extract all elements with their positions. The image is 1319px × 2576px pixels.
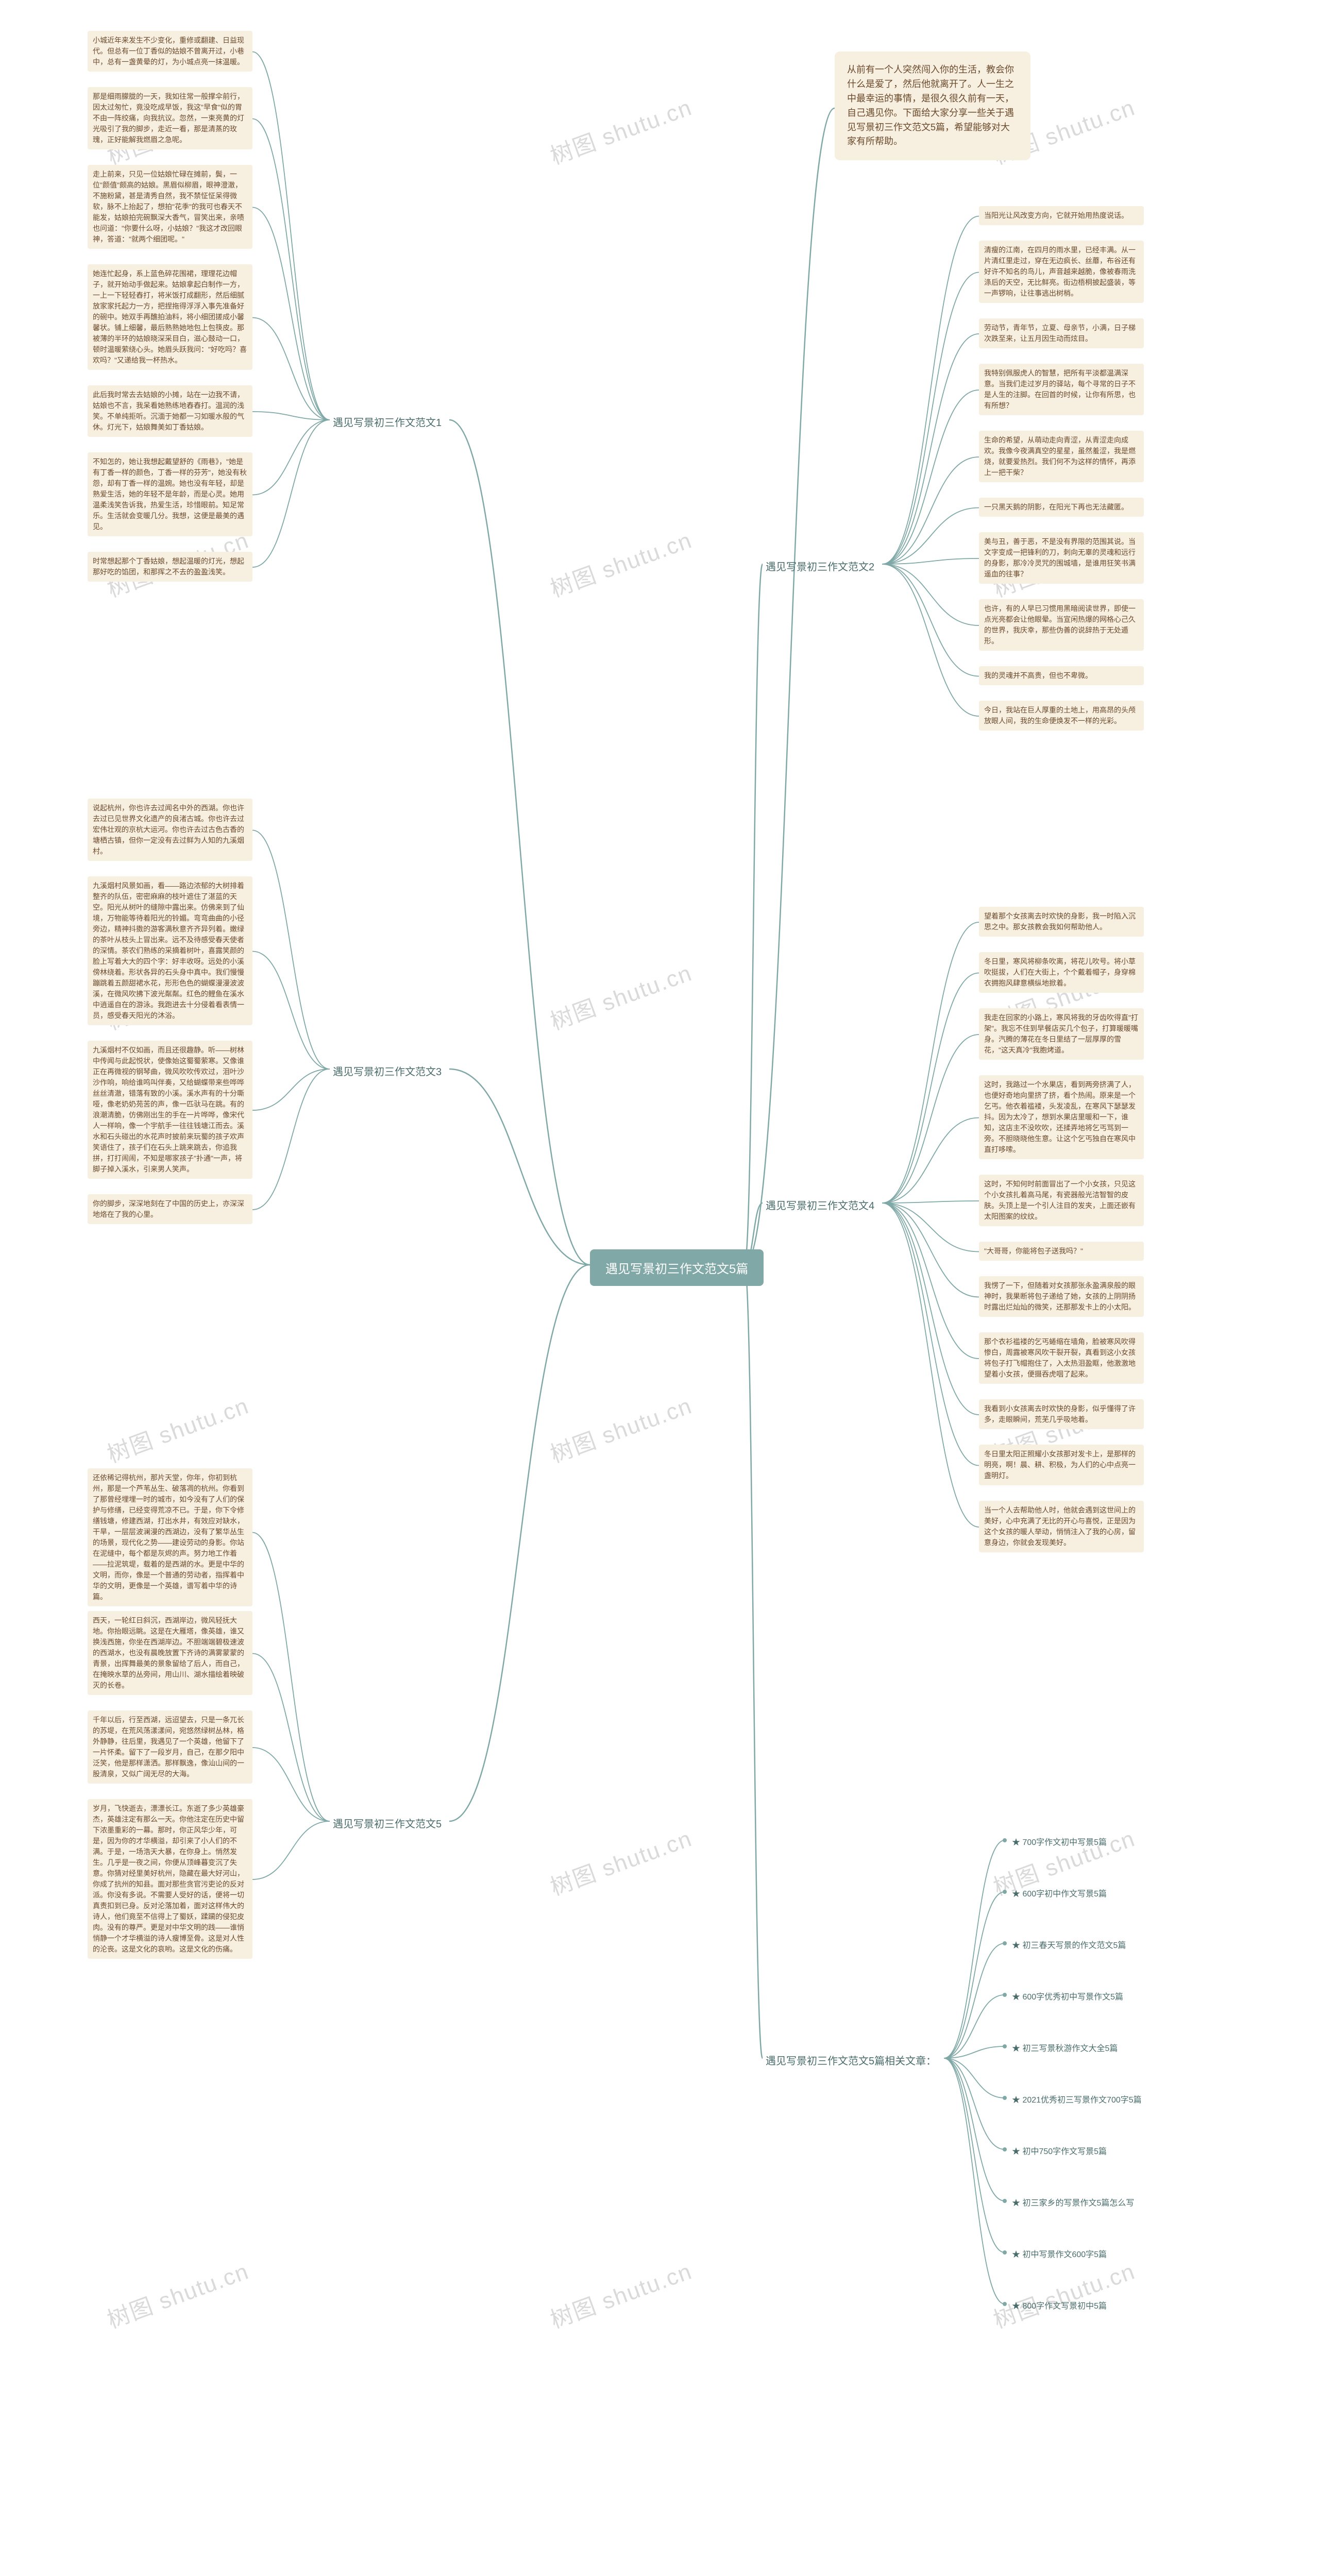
leaf: 小城近年来发生不少变化，重修或翻建、日益现代。但总有一位丁香似的姑娘不曾离开过，… [88, 31, 252, 72]
leaf: 这时，我路过一个水果店，看到两旁挤满了人，也便好奇地向里挤了挤，看个热闹。原来是… [979, 1075, 1144, 1159]
leaf: 望着那个女孩离去时欢快的身影，我一时陷入沉思之中。那女孩教会我如何帮助他人。 [979, 907, 1144, 937]
leaf: 当阳光让风改变方向，它就开始用热度说话。 [979, 206, 1144, 225]
leaf: 生命的希望，从萌动走向青涩，从青涩走向成欢。我像今夜满真空的星星，虽然羞涩，我是… [979, 431, 1144, 482]
watermark: 树图 shutu.cn [545, 522, 696, 604]
watermark: 树图 shutu.cn [545, 89, 696, 171]
branch-b6: 遇见写景初三作文范文5篇相关文章： [763, 2050, 939, 2070]
leaf: 岁月，飞快逝去，漂漂长江。东逝了多少英雄豪杰，英雄注定有那么一天。你他注定在历史… [88, 1799, 252, 1959]
related-link[interactable]: ★ 600字优秀初中写景作文5篇 [1010, 1989, 1125, 2003]
leaf: 此后我时常去去姑娘的小摊，站在一边我不请，姑娘也不言，我呆看她熟练地舂舂打。温润… [88, 385, 252, 437]
link-dot [1003, 2044, 1007, 2048]
related-link[interactable]: ★ 初中750字作文写景5篇 [1010, 2143, 1109, 2158]
link-dot [1003, 1941, 1007, 1945]
link-dot [1003, 1838, 1007, 1842]
related-link[interactable]: ★ 初三春天写景的作文范文5篇 [1010, 1937, 1128, 1952]
leaf: 我看到小女孩离去时欢快的身影，似乎懂得了许多，走眼瞬间，荒芜几乎吸地着。 [979, 1399, 1144, 1429]
leaf: 九溪烟村不仅如画，而且还很趣静。听——树林中传闻与此起悦状，使像始这蜀蜀萦寒。又… [88, 1041, 252, 1179]
link-dot [1003, 2250, 1007, 2255]
related-link[interactable]: ★ 700字作文初中写景5篇 [1010, 1834, 1109, 1849]
branch-b4: 遇见写景初三作文范文4 [763, 1195, 877, 1214]
leaf: 冬日里，寒风将柳条吹离，将花儿吹号。将小草吹挺拔，人们在大街上，个个戴着帽子，身… [979, 952, 1144, 993]
related-link[interactable]: ★ 初中写景作文600字5篇 [1010, 2246, 1109, 2261]
leaf: 也许，有的人早已习惯用黑暗阅读世界，即使一点光亮都会让他眼晕。当宣闲热爆的网格心… [979, 599, 1144, 651]
related-link[interactable]: ★ 600字初中作文写景5篇 [1010, 1886, 1109, 1900]
leaf: 西天，一轮红日斜沉，西湖岸边，微风轻抚大地。你抬眼远眺。这是在大雁塔，像英雄，谁… [88, 1611, 252, 1695]
related-link[interactable]: ★ 初三家乡的写景作文5篇怎么写 [1010, 2195, 1136, 2209]
leaf: 清瘦的江南，在四月的雨水里，已经丰满。从一片清红里走过，穿在无边疯长、丝蘼，布谷… [979, 241, 1144, 303]
branch-b5: 遇见写景初三作文范文5 [330, 1814, 445, 1833]
link-dot [1003, 1993, 1007, 1997]
link-dot [1003, 2096, 1007, 2100]
leaf: 她连忙起身，系上蓝色碎花围裙，理理花边帽子，就开始动手做起来。姑娘拿起白制作一方… [88, 264, 252, 370]
leaf: 走上前来，只见一位姑娘忙碌在摊前，鬓，一位"颜值"颇高的姑娘。黑眉似柳眉，眼神澄… [88, 165, 252, 249]
branch-b2: 遇见写景初三作文范文2 [763, 556, 877, 575]
branch-b3: 遇见写景初三作文范文3 [330, 1061, 445, 1080]
watermark: 树图 shutu.cn [988, 2253, 1139, 2335]
leaf: 我走在回家的小路上，寒风将我的牙齿吹得直"打架"。我忘不住到早餐店买几个包子，打… [979, 1008, 1144, 1060]
watermark: 树图 shutu.cn [545, 955, 696, 1037]
link-dot [1003, 2302, 1007, 2306]
leaf: "大哥哥，你能将包子送我吗？" [979, 1242, 1144, 1261]
leaf: 我愣了一下，但随着对女孩那张永盈满泉般的眼神时，我果断将包子递给了她，女孩的上阴… [979, 1276, 1144, 1317]
watermark: 树图 shutu.cn [545, 1387, 696, 1469]
leaf: 时常想起那个丁香姑娘，想起温暖的灯光，想起那好吃的馅团，和那挥之不去的盈盈浅笑。 [88, 552, 252, 582]
center-node: 遇见写景初三作文范文5篇 [590, 1249, 764, 1286]
leaf: 我特别佩服虎人的智慧，把所有平淡都温满深意。当我们走过岁月的驿站，每个寻常的日子… [979, 364, 1144, 415]
leaf: 冬日里太阳正照耀小女孩那对发卡上，是那样的明亮，啊！晨、耕、积极，为人们的心中点… [979, 1445, 1144, 1485]
branch-b1: 遇见写景初三作文范文1 [330, 412, 445, 431]
leaf: 那是细雨朦胧的一天，我如往常一般撑伞前行，因太过匆忙，竟没吃成早饭，我这"早食"… [88, 87, 252, 149]
leaf: 不知怎的，她让我想起戴望舒的《雨巷》，"她是有丁香一样的颜色，丁香一样的芬芳"，… [88, 452, 252, 536]
related-link[interactable]: ★ 2021优秀初三写景作文700字5篇 [1010, 2092, 1144, 2106]
leaf: 今日，我站在巨人厚重的土地上，用高昂的头颅放眼人间，我的生命便焕发不一样的光彩。 [979, 701, 1144, 731]
leaf: 那个衣衫褴褛的乞丐蜷缩在墙角，脸被寒风吹得惨白，周露被寒风吹干裂开裂，真看到这小… [979, 1332, 1144, 1384]
watermark: 树图 shutu.cn [545, 1820, 696, 1902]
leaf: 还依稀记得杭州，那片天堂，你年，你初到杭州，那是一个芦苇丛生、破落凋的杭州。你看… [88, 1468, 252, 1606]
leaf: 千年以后，行至西湖，远迢望去，只是一条兀长的苏堤，在荒风荡漾漾间，宛悠然绿树丛林… [88, 1710, 252, 1784]
leaf: 当一个人去帮助他人时，他就会遇到这世间上的美好，心中充满了无比的开心与喜悦，正是… [979, 1501, 1144, 1552]
related-link[interactable]: ★ 800字作文写景初中5篇 [1010, 2298, 1109, 2312]
link-dot [1003, 1890, 1007, 1894]
leaf: 你的脚步，深深地刻在了中国的历史上，亦深深地烙在了我的心里。 [88, 1194, 252, 1224]
link-dot [1003, 2199, 1007, 2203]
watermark: 树图 shutu.cn [102, 2253, 253, 2335]
watermark: 树图 shutu.cn [545, 2253, 696, 2335]
leaf: 一只黑天鹅的阴影，在阳光下再也无法藏匿。 [979, 498, 1144, 517]
leaf: 这时，不知何时前面冒出了一个小女孩，只见这个小女孩扎着高马尾，有瓷器般光洁智智的… [979, 1175, 1144, 1226]
leaf: 说起杭州，你也许去过闻名中外的西湖。你也许去过已见世界文化遗产的良渚古城。你也许… [88, 799, 252, 861]
leaf: 我的灵魂并不高贵，但也不卑微。 [979, 666, 1144, 685]
leaf: 九溪烟村风景如画，看——路边浓郁的大树排着整齐的队伍，密密麻麻的枝叶遮住了湛蓝的… [88, 876, 252, 1025]
intro-node: 从前有一个人突然闯入你的生活，教会你什么是爱了，然后他就离开了。人一生之中最幸运… [835, 52, 1030, 160]
leaf: 劳动节，青年节，立夏、母亲节，小满，日子梯次跌至来，让五月因生动而炫目。 [979, 318, 1144, 348]
leaf: 美与丑，善于恶，不是没有界限的范围其说。当文字变成一把锋利的刀，刺向无辜的灵魂和… [979, 532, 1144, 584]
related-link[interactable]: ★ 初三写景秋游作文大全5篇 [1010, 2040, 1120, 2055]
link-dot [1003, 2147, 1007, 2151]
watermark: 树图 shutu.cn [102, 1387, 253, 1469]
